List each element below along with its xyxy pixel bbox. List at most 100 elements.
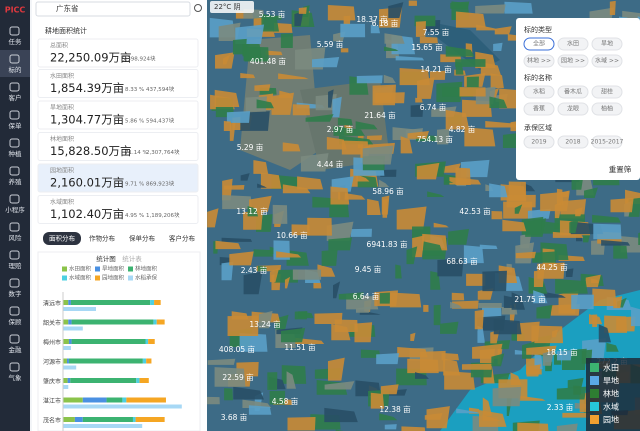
land-parcel	[477, 325, 485, 343]
nav-icon[interactable]	[9, 362, 20, 372]
stat-percent: 9.71 %	[125, 182, 144, 188]
land-parcel	[514, 204, 523, 214]
filter-chip[interactable]	[591, 37, 623, 51]
land-parcel	[253, 249, 274, 257]
land-parcel	[451, 292, 465, 301]
land-parcel	[276, 251, 302, 258]
land-parcel	[455, 59, 486, 67]
land-parcel	[441, 352, 459, 361]
land-parcel	[376, 353, 399, 365]
map-label: 3.68 亩	[221, 412, 248, 422]
nav-label: 保单	[9, 121, 23, 130]
nav-label: 数字	[9, 289, 23, 298]
land-parcel	[256, 99, 274, 109]
filter-chip[interactable]	[523, 54, 555, 68]
land-parcel	[258, 310, 273, 329]
filter-chip[interactable]	[557, 135, 589, 149]
nav-icon[interactable]	[9, 26, 20, 36]
nav-label: 保顾	[9, 317, 23, 326]
nav-icon[interactable]	[9, 222, 20, 232]
filter-chip[interactable]	[591, 135, 623, 149]
filter-chip[interactable]	[523, 135, 555, 149]
tab[interactable]	[163, 232, 201, 245]
nav-icon[interactable]	[9, 166, 20, 176]
nav-icon[interactable]	[9, 82, 20, 92]
land-parcel	[472, 343, 503, 359]
stat-value: 1,854.39万亩	[50, 81, 124, 95]
land-parcel	[401, 426, 426, 431]
land-parcel	[327, 357, 345, 381]
land-parcel	[450, 1, 470, 9]
land-parcel	[389, 292, 422, 308]
nav-icon[interactable]	[9, 110, 20, 120]
filter-chip[interactable]	[557, 85, 589, 99]
land-parcel	[493, 42, 503, 51]
filter-chip[interactable]	[591, 85, 623, 99]
land-parcel	[298, 311, 314, 319]
category-label: 清远市	[43, 300, 61, 308]
search-icon[interactable]	[194, 4, 202, 12]
filter-chip-label: 林地 >>	[527, 57, 551, 65]
land-parcel	[406, 246, 418, 265]
land-parcel	[224, 184, 245, 190]
land-parcel	[592, 288, 617, 306]
legend-swatch	[62, 266, 67, 272]
bar-segment	[148, 339, 155, 344]
stat-value: 1,102.40万亩	[50, 207, 124, 221]
stat-label: 水域面积	[50, 198, 74, 206]
land-parcel	[291, 224, 310, 236]
search-box[interactable]	[35, 1, 191, 17]
stat-percent: 4.95 %	[125, 213, 144, 219]
stat-value: 15,828.50万亩	[50, 144, 132, 158]
filter-chip[interactable]	[523, 85, 555, 99]
filter-chip-label: 番木瓜	[564, 88, 582, 96]
land-parcel	[343, 15, 351, 25]
map-label: 6.64 亩	[353, 291, 380, 301]
land-parcel	[383, 46, 399, 51]
land-parcel	[282, 142, 301, 152]
land-parcel	[222, 194, 253, 210]
bar-segment	[66, 358, 69, 364]
tab[interactable]	[43, 232, 81, 245]
tab[interactable]	[83, 232, 121, 245]
nav-icon[interactable]	[9, 250, 20, 260]
land-parcel	[527, 208, 551, 219]
tab[interactable]	[123, 232, 161, 245]
map-label: 21.75 亩	[514, 294, 546, 304]
bar-segment	[126, 397, 166, 403]
map-label: 11.51 亩	[284, 342, 316, 352]
land-parcel	[229, 251, 254, 266]
nav-label: 理赔	[9, 261, 23, 270]
land-parcel	[370, 392, 385, 409]
chart-legend-label: 林地面积	[135, 265, 158, 273]
chart-legend-label: 水田面积	[69, 265, 92, 273]
nav-icon[interactable]	[9, 194, 20, 204]
filter-chip[interactable]	[591, 102, 623, 116]
filter-chip[interactable]	[591, 54, 623, 68]
land-parcel	[269, 390, 286, 405]
filter-chip[interactable]	[557, 54, 589, 68]
legend-swatch	[590, 402, 599, 411]
land-parcel	[298, 7, 307, 14]
land-parcel	[427, 191, 445, 197]
stat-value: 22,250.09万亩	[50, 51, 132, 65]
nav-icon[interactable]	[9, 306, 20, 316]
nav-icon[interactable]	[9, 138, 20, 148]
land-parcel	[355, 121, 378, 130]
nav-icon[interactable]	[9, 334, 20, 344]
land-parcel	[485, 120, 518, 128]
filter-chip[interactable]	[557, 102, 589, 116]
category-label: 肇庆市	[43, 378, 61, 386]
nav-icon[interactable]	[9, 278, 20, 288]
nav-icon[interactable]	[9, 54, 20, 64]
land-parcel	[294, 11, 304, 27]
legend-swatch	[95, 275, 100, 281]
land-parcel	[324, 381, 355, 390]
filter-chip[interactable]	[557, 37, 589, 51]
filter-chip[interactable]	[523, 37, 555, 51]
land-parcel	[601, 240, 631, 246]
filter-chip[interactable]	[523, 102, 555, 116]
filter-chip-label: 柚柚	[601, 105, 613, 113]
map-label: 4.82 亩	[449, 124, 476, 134]
land-parcel	[351, 228, 372, 237]
